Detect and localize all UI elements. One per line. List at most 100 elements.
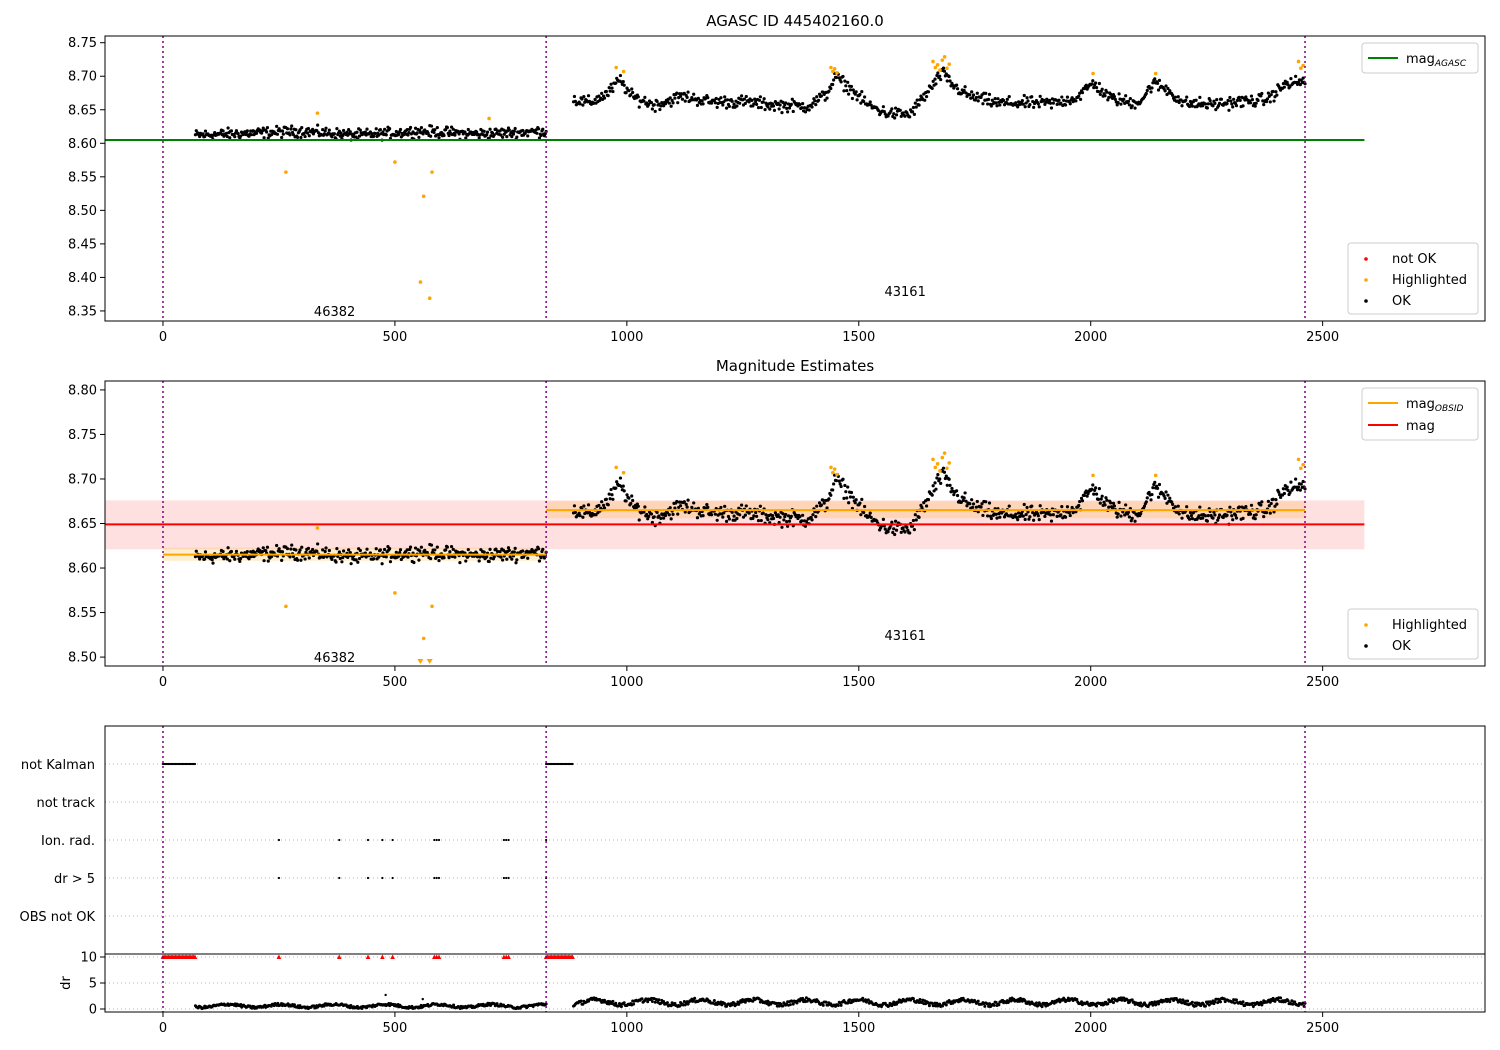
ok-point <box>1063 515 1068 519</box>
ok-point <box>1112 95 1116 99</box>
dr-point <box>1251 1005 1255 1009</box>
ok-point <box>822 501 826 505</box>
ok-point <box>526 134 530 138</box>
ok-point <box>355 130 359 134</box>
dr-point <box>743 1000 747 1004</box>
ok-point <box>377 133 381 137</box>
axes: not Kalman not track Ion. rad. dr > 5 OBS no… <box>20 758 1340 1036</box>
ok-point <box>1103 94 1107 98</box>
ok-point <box>291 554 295 559</box>
ok-point <box>912 528 916 532</box>
ok-point <box>402 132 406 137</box>
ok-point <box>1111 501 1116 505</box>
ok-point <box>754 99 758 104</box>
ok-point <box>337 550 342 554</box>
ok-point <box>260 549 265 554</box>
ok-point <box>1080 91 1085 95</box>
ok-point <box>1082 493 1086 497</box>
ok-point <box>714 96 718 101</box>
dr-point <box>693 996 697 1000</box>
legend-label: magOBSID <box>1406 397 1464 414</box>
ok-point <box>348 551 352 555</box>
ok-point <box>1206 102 1210 106</box>
y-tick-label: 8.50 <box>68 204 97 219</box>
ok-point <box>485 133 489 137</box>
ok-point <box>1166 86 1170 91</box>
ok-point <box>1016 518 1020 522</box>
ok-point <box>1281 81 1286 86</box>
ok-point <box>938 74 942 78</box>
ok-point <box>908 531 912 535</box>
x-tick-label: 2000 <box>1074 330 1107 345</box>
ok-point <box>1128 96 1132 101</box>
ok-point <box>1028 515 1032 519</box>
dr-point <box>322 1004 326 1008</box>
ok-point <box>910 110 915 114</box>
flag-marker <box>277 838 281 842</box>
ok-point <box>586 503 591 507</box>
dr-point <box>622 1001 626 1005</box>
ok-point <box>1156 88 1161 92</box>
ok-point <box>807 108 811 112</box>
ok-point <box>1205 106 1209 110</box>
ok-point <box>963 491 967 495</box>
ok-point <box>501 135 505 139</box>
ok-point <box>1080 499 1085 503</box>
dr-point <box>848 998 852 1002</box>
x-tick-label: 2000 <box>1074 1021 1107 1036</box>
ok-point <box>976 99 980 103</box>
ok-point <box>1227 108 1231 112</box>
ok-point <box>829 493 833 497</box>
ok-point <box>622 489 626 493</box>
ok-point <box>1051 101 1055 105</box>
ok-point <box>1203 102 1208 106</box>
ok-point <box>537 547 541 551</box>
ok-point <box>1253 517 1257 521</box>
ok-point <box>624 91 628 95</box>
ok-point <box>299 135 303 140</box>
ok-point <box>869 515 873 519</box>
ok-point <box>933 77 937 81</box>
ok-point <box>535 131 539 135</box>
plot-area: 46382 43161 <box>105 36 1365 321</box>
ok-point <box>316 542 320 546</box>
ok-point <box>955 489 959 493</box>
ok-point <box>1065 95 1070 99</box>
highlighted-point <box>945 66 949 70</box>
ok-point <box>1023 517 1027 522</box>
flag-marker <box>571 762 574 766</box>
ok-point <box>1068 102 1072 106</box>
ok-point <box>1298 83 1302 87</box>
ok-point <box>930 86 934 91</box>
ok-point <box>1032 518 1036 522</box>
ok-point <box>1289 77 1293 81</box>
ok-point <box>841 477 845 481</box>
ok-point <box>939 77 943 82</box>
legend-label: Highlighted <box>1392 618 1467 633</box>
ok-point <box>886 530 890 534</box>
dr-point <box>1216 1001 1220 1005</box>
ok-point <box>759 518 763 523</box>
ok-point <box>233 557 237 561</box>
ok-point <box>618 73 623 78</box>
ok-point <box>1173 505 1178 509</box>
highlighted-point <box>938 469 942 473</box>
ok-point <box>1049 519 1054 523</box>
ok-point <box>692 501 696 505</box>
ok-point <box>994 512 998 516</box>
y-tick-label: 8.75 <box>68 428 97 443</box>
ok-point <box>987 92 992 96</box>
ok-point <box>908 115 912 119</box>
dr-point <box>1018 999 1022 1003</box>
ok-point <box>772 108 777 112</box>
ok-point <box>705 503 709 507</box>
ok-point <box>582 95 586 99</box>
ok-point <box>1043 514 1047 518</box>
ok-point <box>429 124 434 128</box>
ok-point <box>768 107 772 111</box>
ok-point <box>727 517 731 521</box>
ok-point <box>464 136 468 140</box>
ok-point <box>853 501 857 505</box>
dr-point <box>930 1001 934 1005</box>
